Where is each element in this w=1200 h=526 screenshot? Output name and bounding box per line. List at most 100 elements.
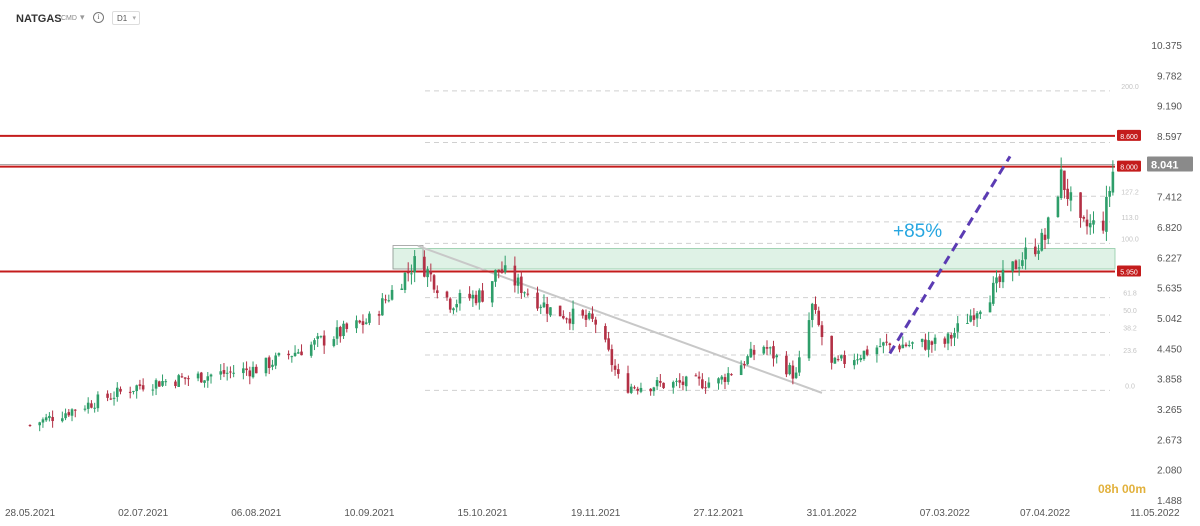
candle-body	[852, 360, 856, 366]
candle-body	[96, 394, 100, 409]
candle-body	[478, 290, 481, 303]
candle-body	[1088, 223, 1092, 228]
x-tick-label: 07.04.2022	[1020, 508, 1070, 519]
candle-body	[655, 380, 659, 387]
y-tick-label: 5.635	[1157, 284, 1182, 295]
descending-trendline	[417, 245, 823, 394]
candle-body	[277, 353, 281, 356]
candle-body	[671, 382, 675, 388]
candle-body	[332, 339, 336, 346]
y-tick-label: 1.488	[1157, 496, 1182, 507]
candle-body	[429, 270, 433, 275]
candle-body	[720, 376, 724, 380]
candle-body	[1043, 234, 1047, 240]
candle-body	[775, 355, 779, 358]
candle-body	[435, 290, 439, 294]
symbol-label[interactable]: NATGAS	[16, 13, 62, 25]
candle-body	[587, 313, 591, 319]
candle-body	[61, 418, 64, 422]
candle-body	[520, 276, 523, 293]
candle-body	[1085, 219, 1089, 227]
candle-body	[607, 338, 610, 350]
candle-body	[633, 387, 636, 389]
candle-body	[681, 381, 685, 385]
candle-body	[316, 336, 319, 339]
candle-body	[364, 322, 368, 324]
candle-body	[1017, 267, 1021, 269]
candle-body	[1066, 188, 1069, 199]
candle-body	[219, 371, 223, 375]
candle-body	[481, 290, 484, 302]
candle-body	[1056, 196, 1060, 218]
support-zone	[392, 248, 1116, 270]
candle-body	[652, 387, 656, 392]
candle-body	[649, 388, 652, 392]
level-price-label: 8.600	[1120, 134, 1138, 141]
candle-body	[274, 355, 277, 366]
candle-body	[911, 342, 914, 344]
candle-body	[1024, 247, 1027, 260]
candle-body	[296, 352, 300, 354]
candle-body	[1063, 170, 1066, 191]
candle-body	[432, 275, 436, 290]
candle-body	[254, 366, 258, 374]
candle-body	[594, 319, 597, 325]
candle-body	[387, 300, 391, 302]
candle-body	[41, 419, 45, 423]
candle-body	[471, 294, 475, 299]
candle-body	[361, 321, 365, 326]
info-icon[interactable]: i	[93, 12, 104, 23]
candle-body	[1092, 220, 1095, 225]
x-tick-label: 06.08.2021	[231, 508, 281, 519]
candle-body	[248, 370, 252, 377]
candle-body	[979, 311, 982, 315]
candle-body	[610, 349, 614, 366]
candle-body	[426, 269, 429, 278]
timeframe-select[interactable]: D1 ▾	[112, 11, 140, 25]
candle-body	[1101, 220, 1105, 231]
chevron-down-icon[interactable]: ▾	[80, 12, 85, 22]
candle-body	[322, 335, 326, 346]
candle-body	[675, 380, 678, 382]
candle-body	[106, 393, 109, 398]
candle-body	[93, 407, 96, 409]
candle-body	[998, 276, 1002, 282]
x-tick-label: 02.07.2021	[118, 508, 168, 519]
candle-body	[746, 356, 749, 365]
candle-body	[549, 307, 552, 316]
candle-body	[423, 256, 426, 277]
candle-body	[516, 277, 520, 286]
candle-body	[157, 381, 161, 387]
y-tick-label: 9.782	[1157, 71, 1182, 82]
candle-body	[565, 318, 568, 320]
candle-body	[568, 318, 572, 324]
candle-body	[558, 305, 562, 317]
candle-body	[1069, 192, 1073, 201]
candle-body	[542, 302, 546, 308]
candle-body	[762, 346, 766, 354]
fib-level-label: 23.6	[1123, 348, 1137, 355]
candle-body	[995, 277, 998, 284]
y-tick-label: 6.227	[1157, 253, 1182, 264]
candle-body	[200, 372, 203, 383]
candle-body	[946, 333, 950, 344]
candle-body	[229, 371, 232, 373]
candle-body	[187, 378, 190, 380]
candle-body	[882, 342, 885, 346]
candle-body	[112, 397, 116, 399]
y-tick-label: 3.858	[1157, 375, 1182, 386]
x-tick-label: 10.09.2021	[344, 508, 394, 519]
candle-body	[300, 351, 303, 356]
candle-body	[788, 365, 791, 375]
level-price-label: 8.000	[1120, 165, 1138, 172]
candle-body	[128, 391, 132, 393]
candle-body	[232, 372, 235, 374]
candle-body	[991, 282, 995, 304]
candle-body	[141, 385, 145, 390]
x-tick-label: 19.11.2021	[571, 508, 621, 519]
candle-body	[135, 385, 138, 392]
candle-body	[785, 355, 788, 375]
level-price-label: 5.950	[1120, 270, 1138, 277]
candle-body	[355, 320, 358, 329]
